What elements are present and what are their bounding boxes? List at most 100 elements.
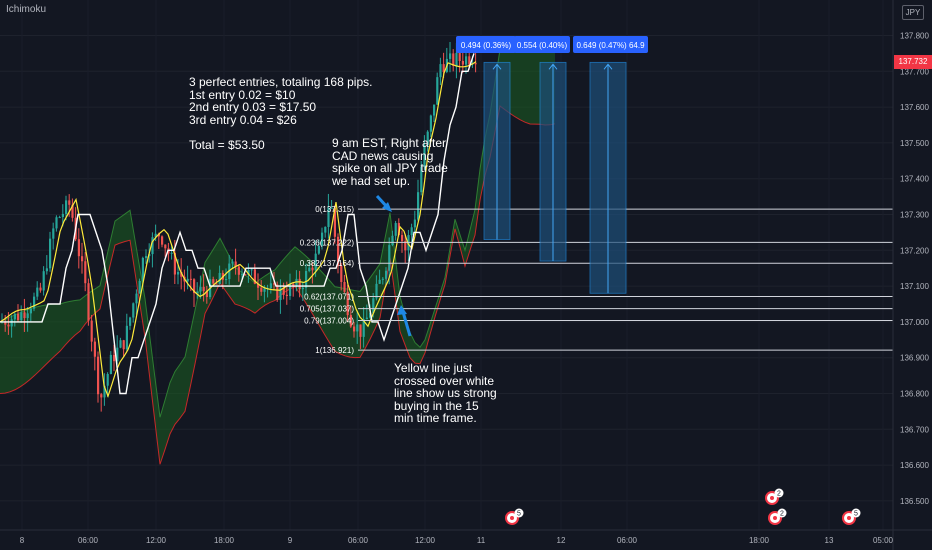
candle-body: [173, 252, 176, 275]
candle-body: [23, 312, 26, 319]
y-tick-label: 137.200: [900, 246, 929, 255]
candle-body: [106, 374, 109, 386]
candle-body: [4, 321, 7, 325]
cloud-segment: [425, 324, 430, 353]
ichimoku-lines: [0, 53, 477, 399]
cloud-segment: [110, 221, 115, 266]
y-tick-label: 136.500: [900, 497, 929, 506]
candle-body: [449, 53, 452, 59]
candle-body: [308, 267, 311, 272]
event-count-badge: [514, 508, 524, 518]
candle-body: [381, 278, 384, 280]
currency-label[interactable]: JPY: [902, 5, 924, 20]
cloud-segment: [55, 304, 60, 356]
candle-body: [353, 326, 356, 332]
x-tick-label: 06:00: [617, 536, 638, 545]
event-count-badge: [851, 508, 861, 518]
candle-body: [180, 271, 183, 277]
cloud-segment: [35, 306, 40, 376]
last-price-tag: 137.732: [894, 55, 932, 69]
cloud-segment: [30, 307, 35, 380]
candle-body: [68, 200, 71, 205]
y-tick-label: 137.300: [900, 211, 929, 220]
candle-body: [135, 293, 138, 304]
candle-body: [346, 291, 349, 316]
cloud-segment: [285, 252, 290, 292]
candle-body: [100, 394, 103, 398]
candle-body: [55, 217, 58, 229]
candle-body: [36, 287, 39, 297]
candle-body: [33, 296, 36, 309]
x-tick-label: 8: [20, 536, 25, 545]
cloud-segment: [520, 40, 525, 123]
candle-body: [196, 291, 199, 294]
y-tick-label: 136.900: [900, 354, 929, 363]
event-count: 2: [780, 511, 784, 518]
cloud-segment: [470, 209, 475, 251]
candle-body: [474, 63, 477, 65]
x-tick-label: 18:00: [214, 536, 235, 545]
target-label-bg: [456, 36, 516, 53]
candle-body: [391, 235, 394, 246]
x-tick-label: 9: [288, 536, 293, 545]
target-boxes[interactable]: 0.494 (0.36%) 0.554 (0.40%) 0.649 (0.47%) …: [456, 36, 648, 294]
candle-body: [285, 294, 288, 296]
candle-body: [442, 64, 445, 72]
candle-body: [324, 226, 327, 233]
cloud-segment: [175, 364, 180, 425]
candle-body: [116, 347, 119, 362]
cloud-segment: [475, 169, 480, 236]
candle-body: [413, 219, 416, 228]
candle-body: [458, 52, 461, 61]
candle-body: [452, 53, 455, 66]
candle-body: [327, 207, 330, 227]
candle-body: [273, 283, 276, 285]
target-label: 0.554 (0.40%): [517, 41, 568, 50]
tenkan-line: [0, 61, 477, 399]
cloud-segment: [435, 293, 440, 317]
candle-body: [401, 235, 404, 242]
cloud-segment: [535, 37, 540, 125]
candle-body: [301, 287, 304, 290]
time-axis[interactable]: 8 06:00 12:00 18:00 9 06:00 12:00 11 12 06:00 18:0…: [0, 529, 932, 545]
cloud-segment: [100, 264, 105, 309]
candle-body: [263, 288, 266, 292]
cloud-segment: [205, 254, 210, 314]
candle-body: [113, 354, 116, 362]
event-markers[interactable]: 5 2 2 5: [505, 488, 861, 525]
candle-body: [394, 223, 397, 236]
cloud-segment: [465, 229, 470, 267]
cloud-segment: [330, 281, 335, 352]
x-tick-label: 06:00: [348, 536, 369, 545]
candle-body: [186, 278, 189, 282]
candle-body: [317, 245, 320, 254]
cloud-segment: [335, 286, 340, 354]
candle-body: [42, 271, 45, 291]
target-label-bg: [514, 36, 570, 53]
candle-body: [129, 317, 132, 326]
x-tick-label: 18:00: [749, 536, 770, 545]
candle-body: [84, 261, 87, 284]
price-axis[interactable]: 137.800 137.700 137.600 137.500 137.400 137.3…: [892, 0, 929, 550]
cloud-segment: [180, 356, 185, 419]
candle-body: [218, 272, 221, 285]
cloud-segment: [250, 278, 255, 314]
candle-body: [93, 341, 96, 357]
candle-body: [132, 303, 135, 318]
candle-body: [429, 115, 432, 132]
candle-body: [29, 308, 32, 314]
y-tick-label: 137.500: [900, 139, 929, 148]
candle-body: [157, 233, 160, 237]
cloud-segment: [5, 317, 10, 394]
cloud-segment: [70, 300, 75, 340]
event-marker-dot: [770, 496, 774, 500]
cross-arrow: [401, 311, 412, 337]
candle-body: [465, 56, 468, 65]
cloud-segment: [75, 299, 80, 336]
cloud-segment: [515, 41, 520, 120]
candle-body: [202, 286, 205, 292]
candle-body: [189, 278, 192, 280]
candle-body: [65, 200, 68, 214]
cloud-segment: [170, 371, 175, 434]
